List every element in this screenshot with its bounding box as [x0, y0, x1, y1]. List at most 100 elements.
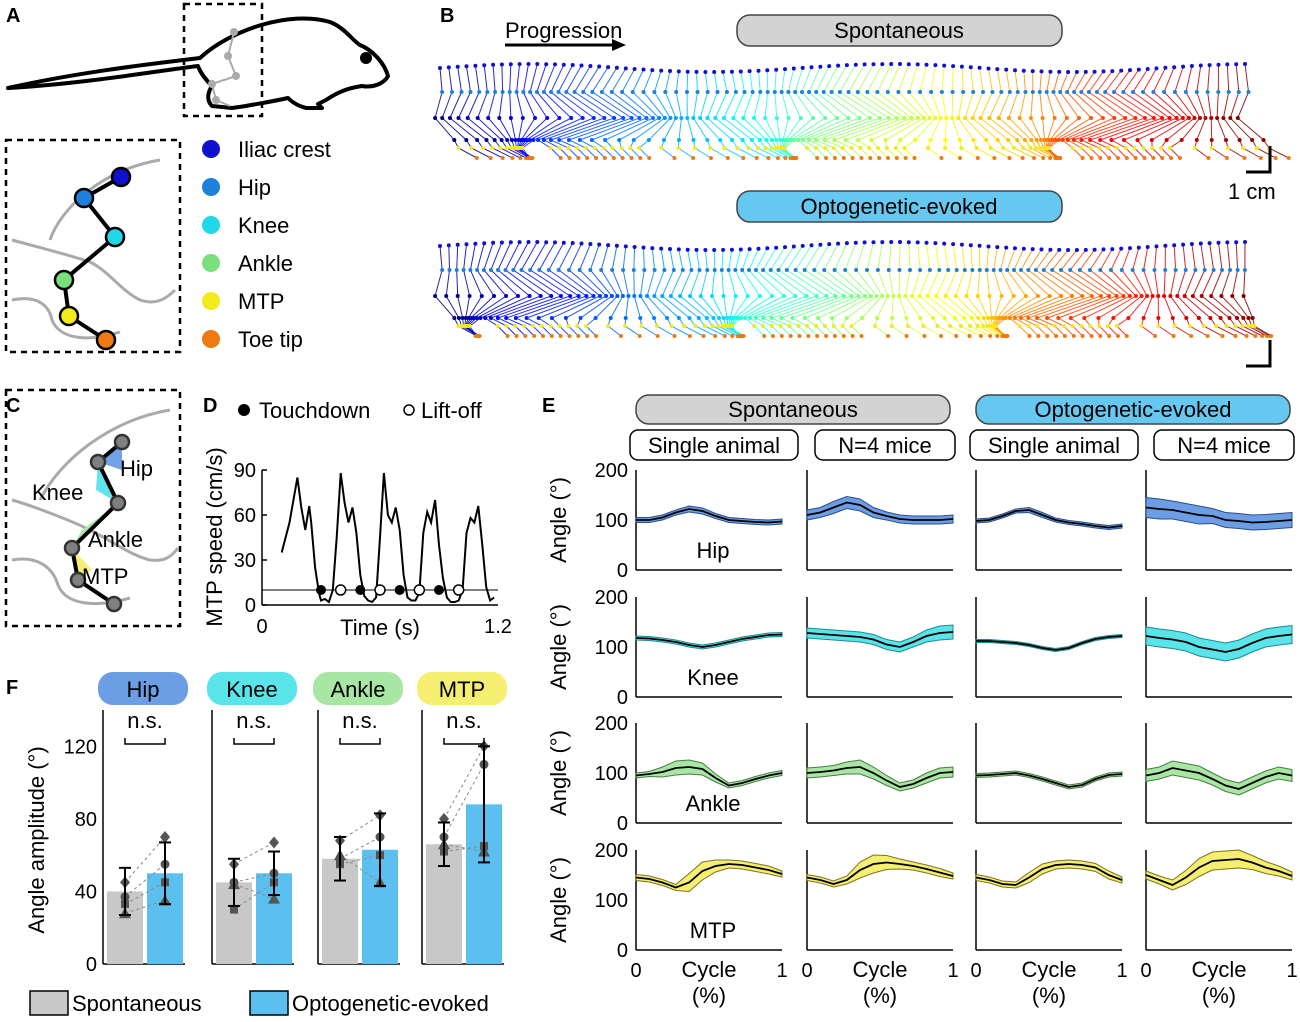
d-ytick-label: 0: [245, 595, 256, 617]
stick-joint: [503, 268, 508, 272]
e-sd-band: [806, 854, 954, 888]
stick-joint: [1209, 294, 1214, 298]
touchdown-legend-label: Touchdown: [259, 398, 370, 423]
stick-joint: [497, 116, 502, 120]
f-sig-bracket: [233, 738, 275, 745]
stick-joint: [608, 316, 613, 320]
stick-frame-46: [817, 242, 866, 337]
stick-joint: [800, 65, 805, 70]
stick-joint: [481, 268, 486, 272]
stick-frame-79: [1098, 69, 1164, 159]
stick-joint: [742, 90, 747, 94]
stick-joint: [1110, 247, 1115, 252]
stick-frame-58: [945, 244, 998, 337]
stick-joint: [994, 324, 999, 328]
stick-joint: [741, 116, 746, 120]
stick-frame-75: [1066, 71, 1127, 159]
stick-joint: [450, 90, 454, 94]
mtp-marker: [58, 305, 80, 327]
stick-frame-87: [1201, 243, 1256, 337]
stick-joint: [1142, 156, 1147, 160]
stick-joint: [950, 116, 955, 120]
stick-joint: [939, 334, 944, 338]
stick-joint: [1033, 268, 1038, 272]
stick-joint: [943, 146, 948, 150]
stick-joint: [704, 316, 709, 320]
stick-joint: [1196, 316, 1201, 320]
stick-joint: [576, 294, 581, 298]
stick-joint: [720, 324, 725, 328]
stick-joint: [1026, 316, 1031, 320]
stick-frame-0: [434, 67, 478, 159]
stick-joint: [886, 268, 891, 272]
stick-joint: [679, 116, 684, 120]
stick-joint: [796, 138, 801, 142]
e-ytick-label: 200: [595, 840, 628, 862]
stick-joint: [1123, 116, 1128, 120]
e-mean-line: [976, 635, 1123, 651]
stick-frame-82: [1136, 67, 1184, 159]
knee-marker: [104, 226, 126, 248]
stick-joint: [569, 116, 574, 120]
stick-joint: [688, 294, 693, 298]
f-data-point: [230, 905, 238, 914]
stick-joint: [1034, 138, 1039, 142]
stick-diagram-evoked: [433, 240, 1274, 338]
stick-frame-47: [814, 64, 881, 159]
stick-joint: [975, 294, 980, 298]
e-xtick-label: 1: [1286, 960, 1297, 982]
stick-joint: [1012, 268, 1016, 272]
stick-joint: [988, 146, 993, 150]
stick-joint: [454, 268, 459, 272]
stick-joint: [660, 294, 665, 298]
panel-label-c: C: [6, 395, 20, 417]
f-sig-bracket: [339, 738, 381, 745]
stick-joint: [746, 146, 751, 150]
stick-joint: [908, 268, 912, 272]
stick-joint: [662, 116, 667, 120]
stick-joint: [480, 146, 485, 150]
stick-joint: [933, 116, 938, 120]
stick-joint: [1007, 316, 1012, 320]
stick-joint: [757, 138, 762, 142]
liftoff-marker: [374, 584, 386, 596]
panel-label-a: A: [6, 5, 20, 27]
stick-joint: [927, 268, 932, 272]
stick-joint: [797, 334, 802, 338]
e-ytick-label: 0: [617, 687, 628, 709]
stick-joint: [967, 334, 972, 338]
stick-joint: [1000, 316, 1005, 320]
stick-joint: [889, 240, 894, 244]
stick-joint: [774, 116, 779, 120]
stick-joint: [486, 116, 491, 120]
stick-joint: [598, 294, 602, 298]
stick-joint: [814, 146, 819, 150]
stick-joint: [971, 138, 976, 142]
stick-joint: [868, 156, 873, 160]
stick-frame-48: [841, 242, 878, 337]
stick-joint: [623, 244, 628, 249]
stick-frame-15: [537, 64, 595, 159]
f-significance-label: n.s.: [342, 708, 377, 733]
stick-joint: [612, 116, 617, 120]
stick-joint: [1194, 90, 1199, 94]
stick-joint: [1216, 240, 1221, 245]
stick-joint: [1193, 268, 1198, 272]
stick-joint: [811, 116, 816, 120]
stick-joint: [918, 268, 923, 272]
stick-joint: [1128, 246, 1132, 251]
stick-joint: [793, 294, 798, 298]
stick-joint: [1123, 146, 1128, 150]
stick-joint: [915, 62, 920, 67]
stick-frame-78: [1088, 69, 1156, 159]
stick-joint: [1154, 244, 1159, 249]
stick-joint: [490, 146, 495, 150]
stick-frame-57: [941, 65, 961, 159]
stick-joint: [904, 334, 909, 338]
stick-frame-11: [496, 241, 563, 337]
e-mean-line: [806, 501, 954, 521]
stick-frame-22: [633, 246, 658, 337]
stick-joint: [603, 138, 608, 142]
f-pair-line: [443, 845, 485, 853]
legend-label-0: Iliac crest: [238, 137, 331, 162]
